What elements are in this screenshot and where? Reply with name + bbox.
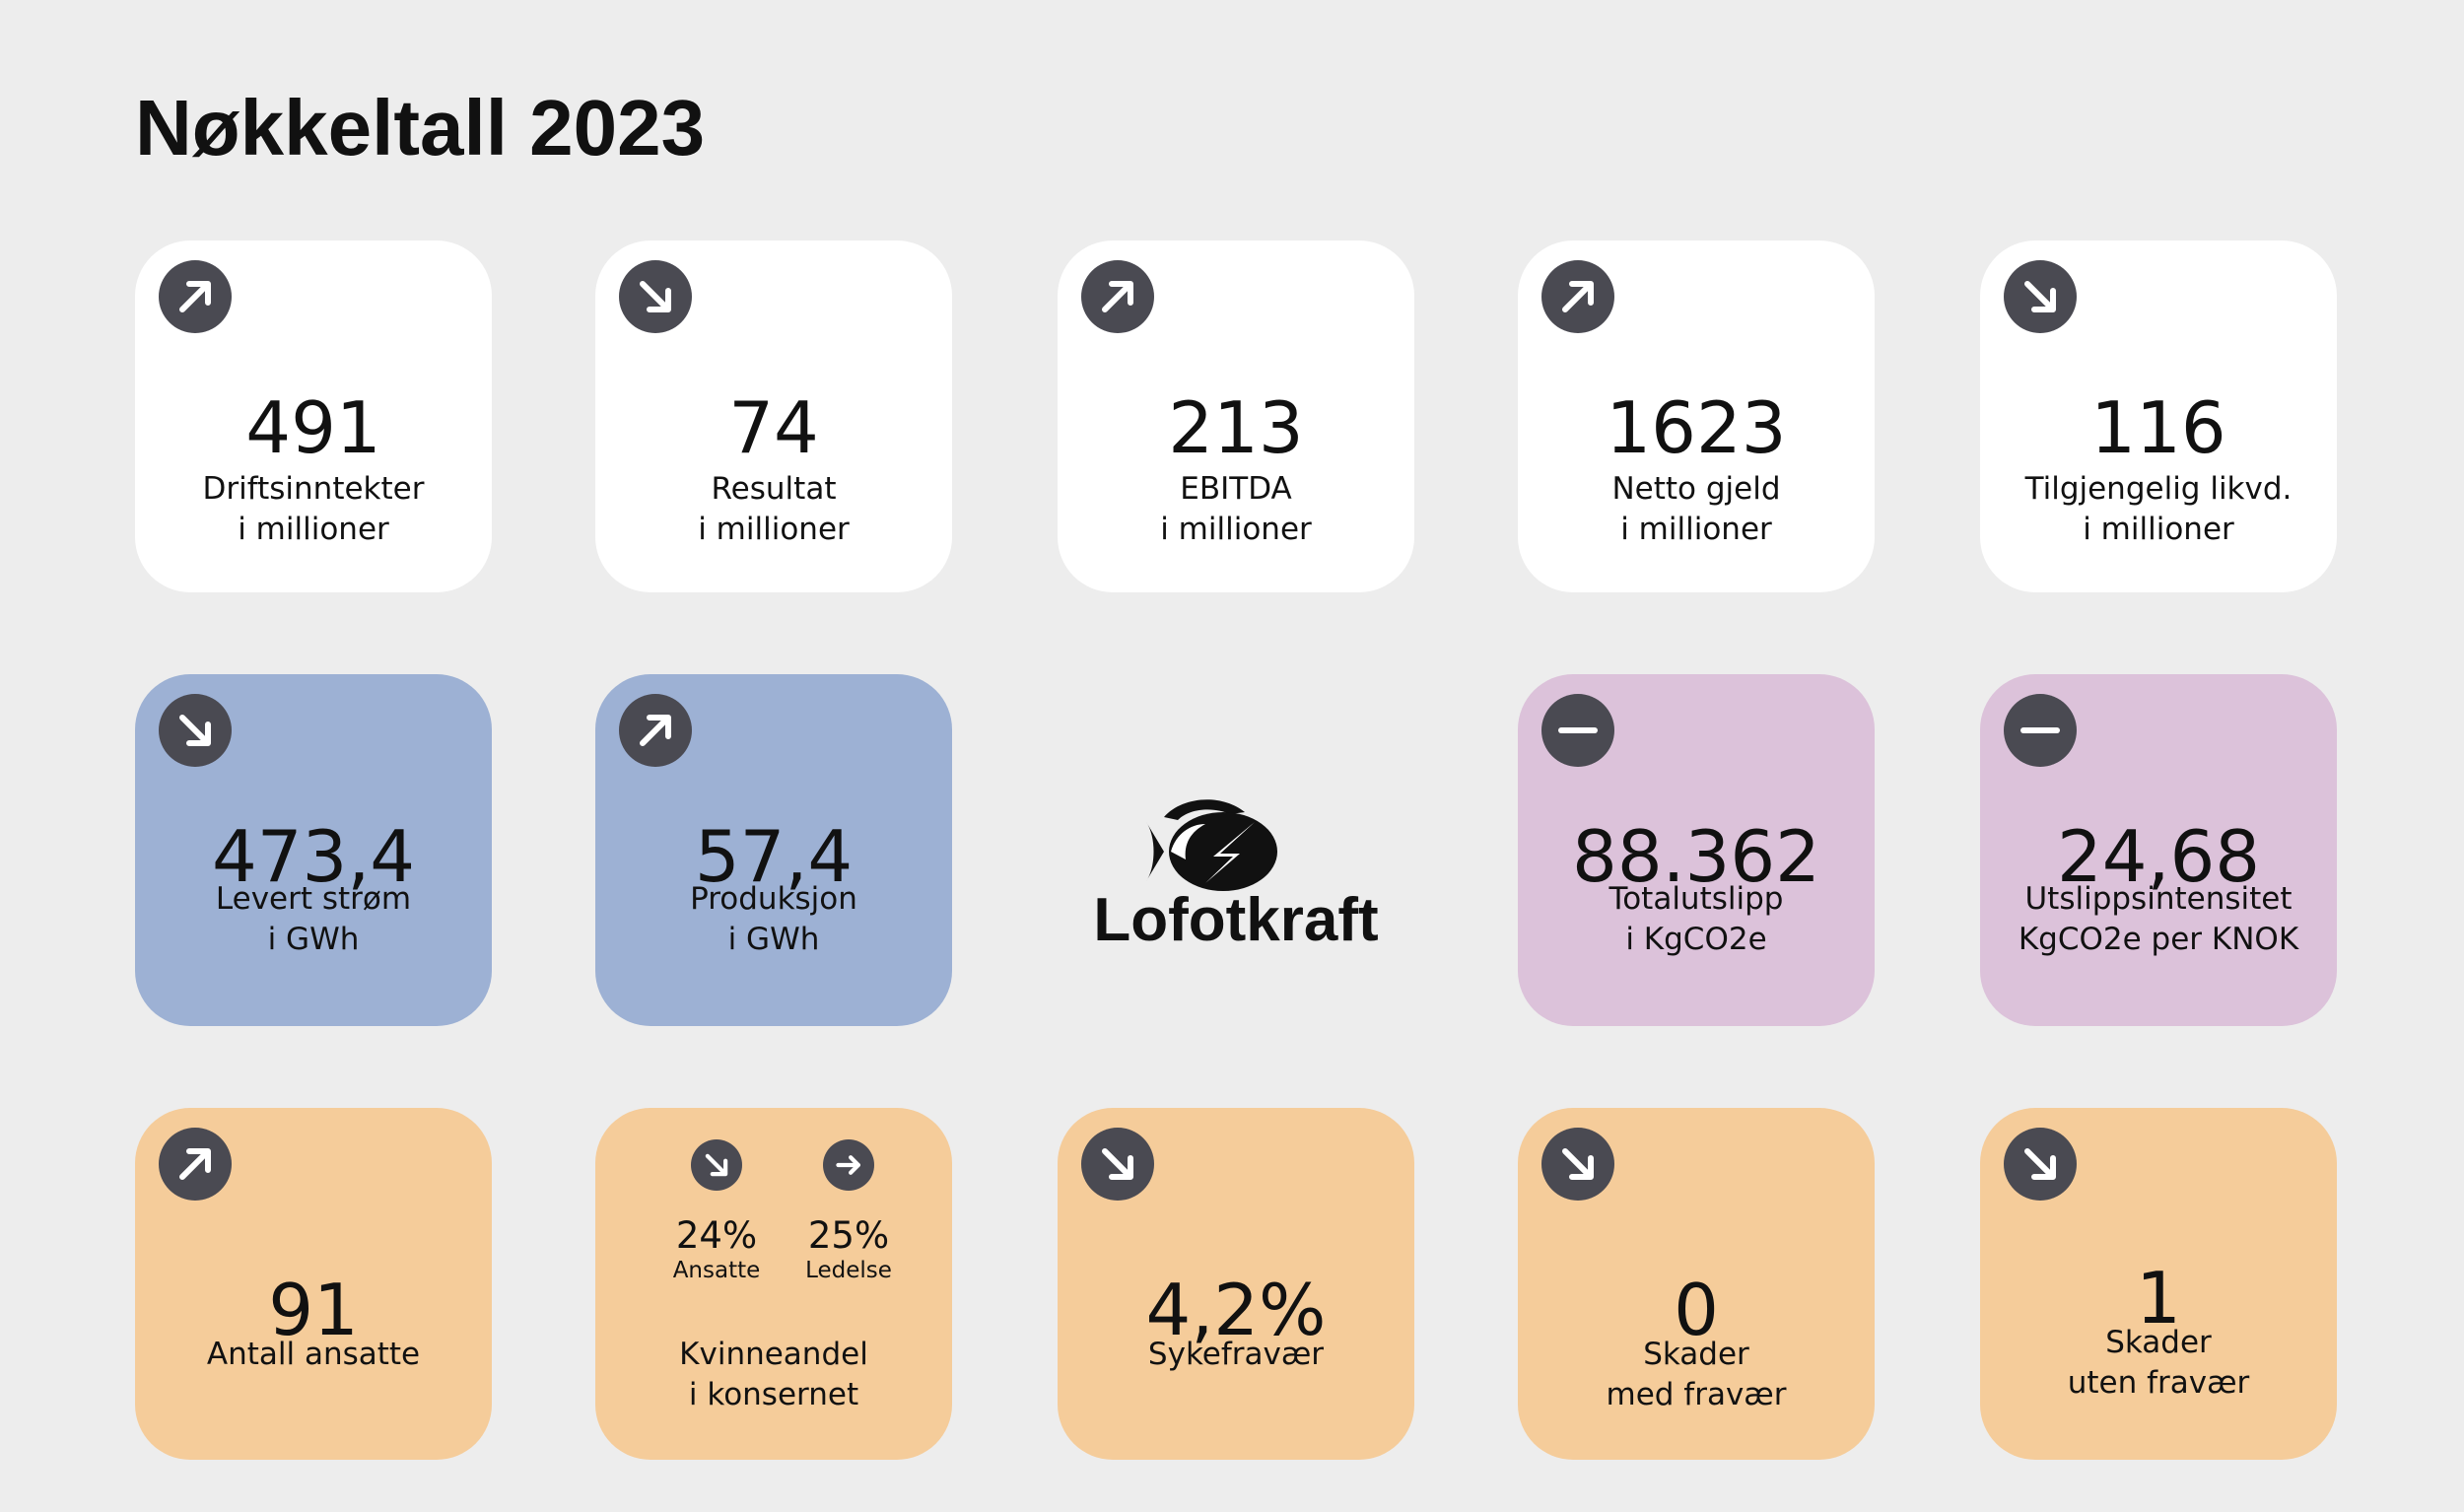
kpi-label: Produksjon: [690, 881, 857, 917]
kpi-label: Sykefravær: [1147, 1337, 1325, 1372]
trend-icon: [159, 260, 232, 333]
trend-icon: [2004, 1128, 2077, 1201]
kpi-label: Resultat: [711, 471, 837, 507]
kpi-value: 91: [268, 1269, 359, 1351]
item-label: Ansatte: [672, 1258, 761, 1283]
kpi-card: 91 Antall ansatte: [135, 1108, 492, 1460]
logo: Lofotkraft: [1058, 674, 1414, 1026]
trend-icon: [1541, 1128, 1614, 1201]
kpi-card: 24,68 Utslippsintensitet KgCO2e per KNOK: [1980, 674, 2337, 1026]
logo-icon: [1146, 799, 1277, 891]
trend-icon: [2004, 260, 2077, 333]
kpi-label: i millioner: [1620, 512, 1772, 547]
kpi-label: Utslippsintensitet: [2024, 881, 2293, 917]
trend-icon: [823, 1139, 874, 1191]
kpi-label: Levert strøm: [215, 881, 412, 917]
kpi-value: 491: [245, 386, 381, 469]
kpi-label: Totalutslipp: [1608, 881, 1784, 917]
kpi-label: Netto gjeld: [1611, 471, 1781, 507]
kpi-label: uten fravær: [2067, 1365, 2250, 1401]
kpi-value: 74: [728, 386, 819, 469]
trend-icon: [1081, 260, 1154, 333]
kpi-label: i GWh: [727, 922, 820, 957]
kpi-label: EBITDA: [1180, 471, 1292, 507]
kpi-label: Tilgjengelig likvd.: [2024, 471, 2293, 507]
kpi-value: 4,2%: [1145, 1269, 1327, 1351]
trend-icon: [1541, 260, 1614, 333]
kpi-card: 74 Resultat i millioner: [595, 241, 952, 592]
kpi-label: i millioner: [698, 512, 850, 547]
kpi-card: 1 Skader uten fravær: [1980, 1108, 2337, 1460]
kpi-value: 116: [2090, 386, 2226, 469]
item-value: 24%: [675, 1214, 758, 1257]
kpi-value: 0: [1674, 1269, 1719, 1351]
trend-icon: [159, 694, 232, 767]
kpi-card: 4,2% Sykefravær: [1058, 1108, 1414, 1460]
kpi-label: Skader: [1643, 1337, 1749, 1372]
kpi-label: i millioner: [2083, 512, 2234, 547]
item-label: Ledelse: [805, 1258, 892, 1283]
kpi-label: Antall ansatte: [206, 1337, 421, 1372]
kpi-value: 88.362: [1572, 815, 1820, 898]
kpi-label: i millioner: [238, 512, 389, 547]
kpi-card: 473,4 Levert strøm i GWh: [135, 674, 492, 1026]
kpi-label: i KgCO2e: [1625, 922, 1767, 957]
kpi-card: 491 Driftsinntekter i millioner: [135, 241, 492, 592]
trend-icon: [1541, 694, 1614, 767]
kpi-label: i konsernet: [688, 1377, 859, 1412]
kpi-value: 1623: [1606, 386, 1787, 469]
kpi-card: 1623 Netto gjeld i millioner: [1518, 241, 1875, 592]
kpi-label: i GWh: [267, 922, 360, 957]
kpi-value: 24,68: [2056, 815, 2261, 898]
kpi-label: Skader: [2105, 1325, 2212, 1360]
trend-icon: [159, 1128, 232, 1201]
kpi-value: 57,4: [694, 815, 854, 898]
kpi-label: Driftsinntekter: [202, 471, 425, 507]
trend-icon: [619, 260, 692, 333]
kpi-card: 213 EBITDA i millioner: [1058, 241, 1414, 592]
trend-icon: [1081, 1128, 1154, 1201]
kpi-card: 88.362 Totalutslipp i KgCO2e: [1518, 674, 1875, 1026]
kpi-value: 213: [1168, 386, 1304, 469]
kpi-card: 0 Skader med fravær: [1518, 1108, 1875, 1460]
trend-icon: [2004, 694, 2077, 767]
kpi-card: 24% Ansatte 25% Ledelse Kvinneandel i konsern…: [595, 1108, 952, 1460]
trend-icon: [691, 1139, 742, 1191]
kpi-value: 473,4: [211, 815, 416, 898]
page-title: Nøkkeltall 2023: [135, 84, 706, 172]
item-value: 25%: [807, 1214, 890, 1257]
kpi-label: i millioner: [1160, 512, 1312, 547]
kpi-label: KgCO2e per KNOK: [2018, 922, 2299, 957]
logo-text: Lofotkraft: [1093, 886, 1379, 954]
kpi-card: 57,4 Produksjon i GWh: [595, 674, 952, 1026]
kpi-card: 116 Tilgjengelig likvd. i millioner: [1980, 241, 2337, 592]
trend-icon: [619, 694, 692, 767]
kpi-value: 1: [2136, 1257, 2181, 1340]
kpi-label: Kvinneandel: [679, 1337, 868, 1372]
kpi-label: med fravær: [1606, 1377, 1787, 1412]
